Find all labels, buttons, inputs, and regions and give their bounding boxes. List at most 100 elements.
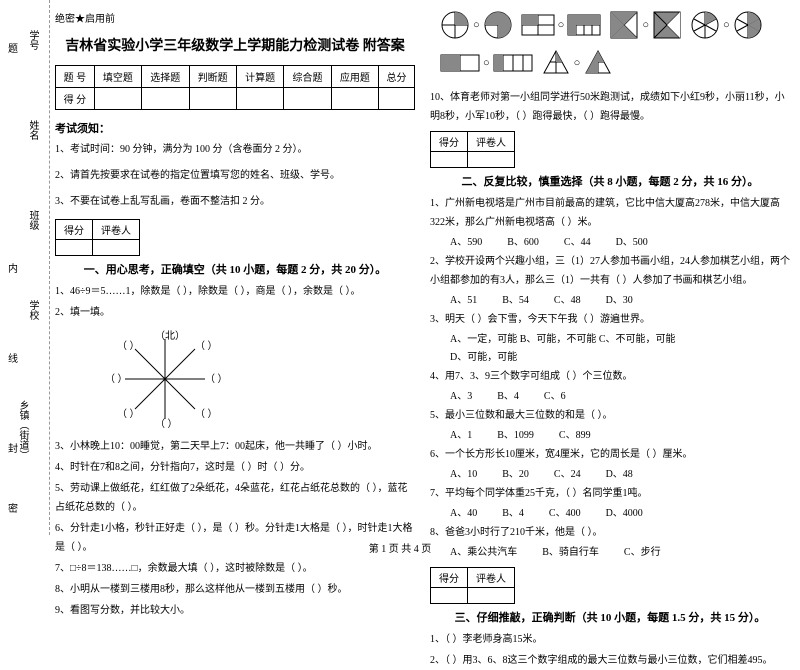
options: A、40B、4C、400D、4000: [430, 505, 790, 523]
td: [94, 88, 141, 110]
margin-mark: 内: [8, 260, 18, 275]
page: 学号 姓名 班级 学校 乡镇（街道） 题 内 线 封 密 绝密★启用前 吉林省实…: [0, 0, 800, 535]
options: A、1B、1099C、899: [430, 427, 790, 445]
question: 8、小明从一楼到三楼用8秒，那么这样他从一楼到五楼用（ ）秒。: [55, 580, 415, 599]
svg-text:（: （: [155, 330, 165, 342]
shape-pair: ○: [541, 48, 614, 78]
score-summary-table: 题 号 填空题 选择题 判断题 计算题 综合题 应用题 总分 得 分: [55, 65, 415, 110]
th: 选择题: [142, 66, 189, 88]
bar-fraction-icon: [493, 51, 533, 75]
th: 计算题: [236, 66, 283, 88]
question: 3、明天（ ）会下雪，今天下午我（ ）游遍世界。: [430, 310, 790, 329]
th: 题 号: [56, 66, 95, 88]
question: 9、看图写分数，并比较大小。: [55, 601, 415, 620]
grid-fraction-icon: [567, 10, 601, 40]
svg-text:（ ）: （ ）: [195, 340, 218, 352]
options: A、3B、4C、6: [430, 388, 790, 406]
question: 2、填一填。: [55, 303, 415, 322]
bar-fraction-icon: [440, 51, 480, 75]
question: 5、最小三位数和最大三位数的和是（ ）。: [430, 406, 790, 425]
question: 10、体育老师对第一小组同学进行50米跑测试，成绩如下小红9秒，小丽11秒，小明…: [430, 88, 790, 126]
compare-symbol: ○: [574, 57, 581, 69]
notice-heading: 考试须知：: [55, 120, 415, 136]
sb-blank: [468, 588, 515, 604]
margin-mark: 线: [8, 350, 18, 365]
exam-title: 吉林省实验小学三年级数学上学期能力检测试卷 附答案: [55, 35, 415, 55]
notice-item: 1、考试时间：90 分钟，满分为 100 分（含卷面分 2 分）。: [55, 141, 415, 159]
section-score-box: 得分评卷人: [430, 131, 515, 168]
circle-fraction-icon: [483, 10, 513, 40]
question: 4、时针在7和8之间，分针指向7，这时是（ ）时（ ）分。: [55, 458, 415, 477]
left-column: 绝密★启用前 吉林省实验小学三年级数学上学期能力检测试卷 附答案 题 号 填空题…: [55, 10, 415, 535]
svg-text:（ ）: （ ）: [117, 340, 140, 352]
th: 判断题: [189, 66, 236, 88]
question: 1、46÷9＝5……1，除数是（ ），除数是（ ），商是（ ），余数是（ ）。: [55, 282, 415, 301]
table-row: 得 分: [56, 88, 415, 110]
sb-blank: [431, 152, 468, 168]
section-2-title: 二、反复比较，慎重选择（共 8 小题，每题 2 分，共 16 分）。: [430, 173, 790, 189]
th: 综合题: [284, 66, 331, 88]
svg-text:（ ）: （ ）: [117, 408, 140, 420]
section-3-title: 三、仔细推敲，正确判断（共 10 小题，每题 1.5 分，共 15 分）。: [430, 609, 790, 625]
fraction-shapes: ○ ○ ○ ○: [430, 10, 790, 78]
shape-pair: ○: [521, 10, 602, 40]
svg-text:（ ）: （ ）: [195, 408, 218, 420]
question: 7、□÷8＝138……□，余数最大填（ ），这时被除数是（ ）。: [55, 559, 415, 578]
side-label-class: 班级: [25, 210, 40, 230]
sb-label: 得分: [56, 220, 93, 240]
sb-blank: [56, 240, 93, 256]
compass-diagram: （ 北 ） （ ） （ ） （ ） （ ） （ ） （ ） （ ）: [105, 329, 225, 429]
side-label-id: 学号: [25, 30, 40, 50]
question: 8、爸爸3小时行了210千米，他是（ ）。: [430, 523, 790, 542]
question: 6、分针走1小格，秒针正好走（ ），是（ ）秒。分针走1大格是（ ），时针走1大…: [55, 519, 415, 557]
question: 6、一个长方形长10厘米，宽4厘米，它的周长是（ ）厘米。: [430, 445, 790, 464]
notice-item: 2、请首先按要求在试卷的指定位置填写您的姓名、班级、学号。: [55, 167, 415, 185]
margin-mark: 题: [8, 40, 18, 55]
question: 1、（ ）李老师身高15米。: [430, 630, 790, 649]
question: 1、广州新电视塔是广州市目前最高的建筑，它比中信大厦高278米，中信大厦高322…: [430, 194, 790, 232]
sb-label: 评卷人: [468, 132, 515, 152]
compare-symbol: ○: [723, 19, 730, 31]
question: 7、平均每个同学体重25千克，（ ）名同学重1吨。: [430, 484, 790, 503]
td: 得 分: [56, 88, 95, 110]
side-label-school: 学校: [25, 300, 40, 320]
circle-sixth-icon: [733, 10, 763, 40]
compare-symbol: ○: [642, 19, 649, 31]
options: A、10B、20C、24D、48: [430, 466, 790, 484]
sb-blank: [468, 152, 515, 168]
td: [284, 88, 331, 110]
th: 应用题: [331, 66, 378, 88]
sb-label: 评卷人: [468, 568, 515, 588]
section-score-box: 得分评卷人: [430, 567, 515, 604]
sb-label: 评卷人: [93, 220, 140, 240]
square-fraction-icon: [609, 10, 639, 40]
question: 2、（ ）用3、6、8这三个数字组成的最大三位数与最小三位数，它们相差495。: [430, 651, 790, 670]
triangle-fraction-icon: [583, 48, 613, 78]
circle-sixth-icon: [690, 10, 720, 40]
shape-pair: ○: [690, 10, 763, 40]
options: A、一定，可能 B、可能，不可能 C、不可能，可能D、可能，可能: [430, 331, 790, 367]
question: 5、劳动课上做纸花，红红做了2朵纸花，4朵蓝花，红花占纸花总数的（ ），蓝花占纸…: [55, 479, 415, 517]
options: A、51B、54C、48D、30: [430, 292, 790, 310]
svg-text:（ ）: （ ）: [155, 418, 178, 429]
shape-pair: ○: [609, 10, 682, 40]
triangle-fraction-icon: [541, 48, 571, 78]
circle-fraction-icon: [440, 10, 470, 40]
side-label-name: 姓名: [25, 120, 40, 140]
td: [331, 88, 378, 110]
options: A、590B、600C、44D、500: [430, 234, 790, 252]
svg-text:（ ）: （ ）: [105, 373, 128, 385]
sb-label: 得分: [431, 132, 468, 152]
sb-label: 得分: [431, 568, 468, 588]
svg-text:（ ）: （ ）: [205, 373, 225, 385]
grid-fraction-icon: [521, 10, 555, 40]
compare-symbol: ○: [483, 57, 490, 69]
shape-pair: ○: [440, 10, 513, 40]
margin-mark: 密: [8, 500, 18, 515]
svg-text:）: ）: [175, 330, 185, 342]
compass-north-label: 北: [165, 330, 175, 342]
table-row: 题 号 填空题 选择题 判断题 计算题 综合题 应用题 总分: [56, 66, 415, 88]
compare-symbol: ○: [473, 19, 480, 31]
square-fraction-icon: [652, 10, 682, 40]
th: 总分: [379, 66, 415, 88]
